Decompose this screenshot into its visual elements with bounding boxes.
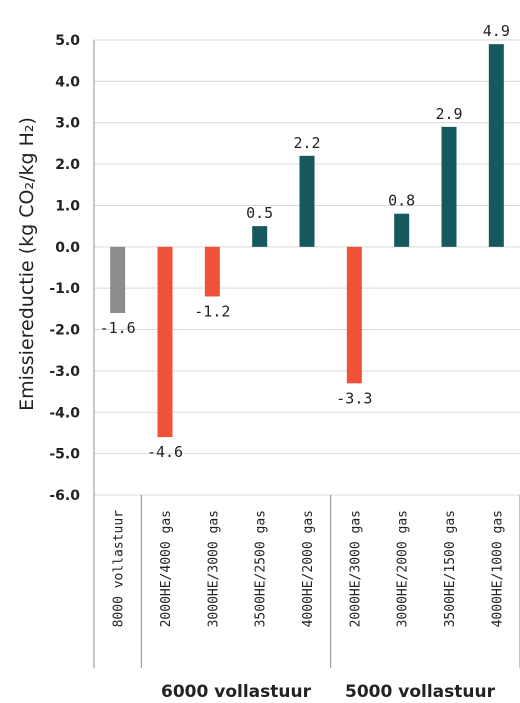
x-tick-label: 3500HE/2500 gas	[254, 510, 269, 627]
data-label: 2.2	[293, 134, 320, 152]
x-tick-label: 4000HE/2000 gas	[301, 510, 316, 627]
x-tick-label: 4000HE/1000 gas	[490, 510, 505, 627]
axes: 5.0 4.0 3.0 2.0 1.0 0.0 -1.0 -2.0 -3.0 -4.0 -5.0 -6…	[49, 33, 520, 668]
y-tick-label: -1.0	[49, 281, 80, 297]
x-tick-label: 3000HE/2000 gas	[396, 510, 411, 627]
bar	[252, 226, 268, 247]
bar	[157, 246, 173, 438]
y-tick-label: -6.0	[49, 488, 80, 504]
y-axis-label: Emissiereductie (kg CO₂/kg H₂)	[16, 117, 38, 411]
y-tick-label: 0.0	[55, 240, 80, 256]
bar	[394, 213, 410, 247]
y-tick-label: 5.0	[55, 33, 80, 49]
data-label: 0.5	[246, 204, 273, 222]
data-labels: -1.6 -4.6 -1.2 0.5 2.2 -3.3 0.8 2.9 4.9	[100, 22, 510, 461]
bar	[441, 126, 457, 247]
x-tick-label: 8000 vollastuur	[112, 510, 127, 628]
y-tick-label: 3.0	[55, 116, 80, 132]
x-tick-label: 2000HE/4000 gas	[159, 510, 174, 627]
bars	[110, 44, 504, 438]
bar	[299, 155, 315, 247]
y-tick-label: 1.0	[55, 198, 80, 214]
data-label: 2.9	[435, 105, 462, 123]
bar	[346, 246, 362, 384]
data-label: -4.6	[147, 443, 183, 461]
data-label: -1.6	[100, 319, 136, 337]
x-tick-label: 3000HE/3000 gas	[206, 510, 221, 627]
x-tick-label: 2000HE/3000 gas	[348, 510, 363, 627]
data-label: 4.9	[483, 22, 510, 40]
bar	[110, 246, 126, 313]
y-tick-label: -2.0	[49, 323, 80, 339]
data-label: 0.8	[388, 192, 415, 210]
y-tick-label: -4.0	[49, 405, 80, 421]
y-tick-label: 4.0	[55, 74, 80, 90]
group-label-6000: 6000 vollastuur	[161, 682, 312, 702]
bar	[488, 44, 504, 247]
y-tick-label: 2.0	[55, 157, 80, 173]
data-label: -3.3	[336, 389, 372, 407]
data-label: -1.2	[194, 302, 230, 320]
y-tick-label: -3.0	[49, 364, 80, 380]
group-label-5000: 5000 vollastuur	[345, 682, 496, 702]
x-tick-label: 3500HE/1500 gas	[443, 510, 458, 627]
y-tick-label: -5.0	[49, 447, 80, 463]
bar	[204, 246, 220, 297]
